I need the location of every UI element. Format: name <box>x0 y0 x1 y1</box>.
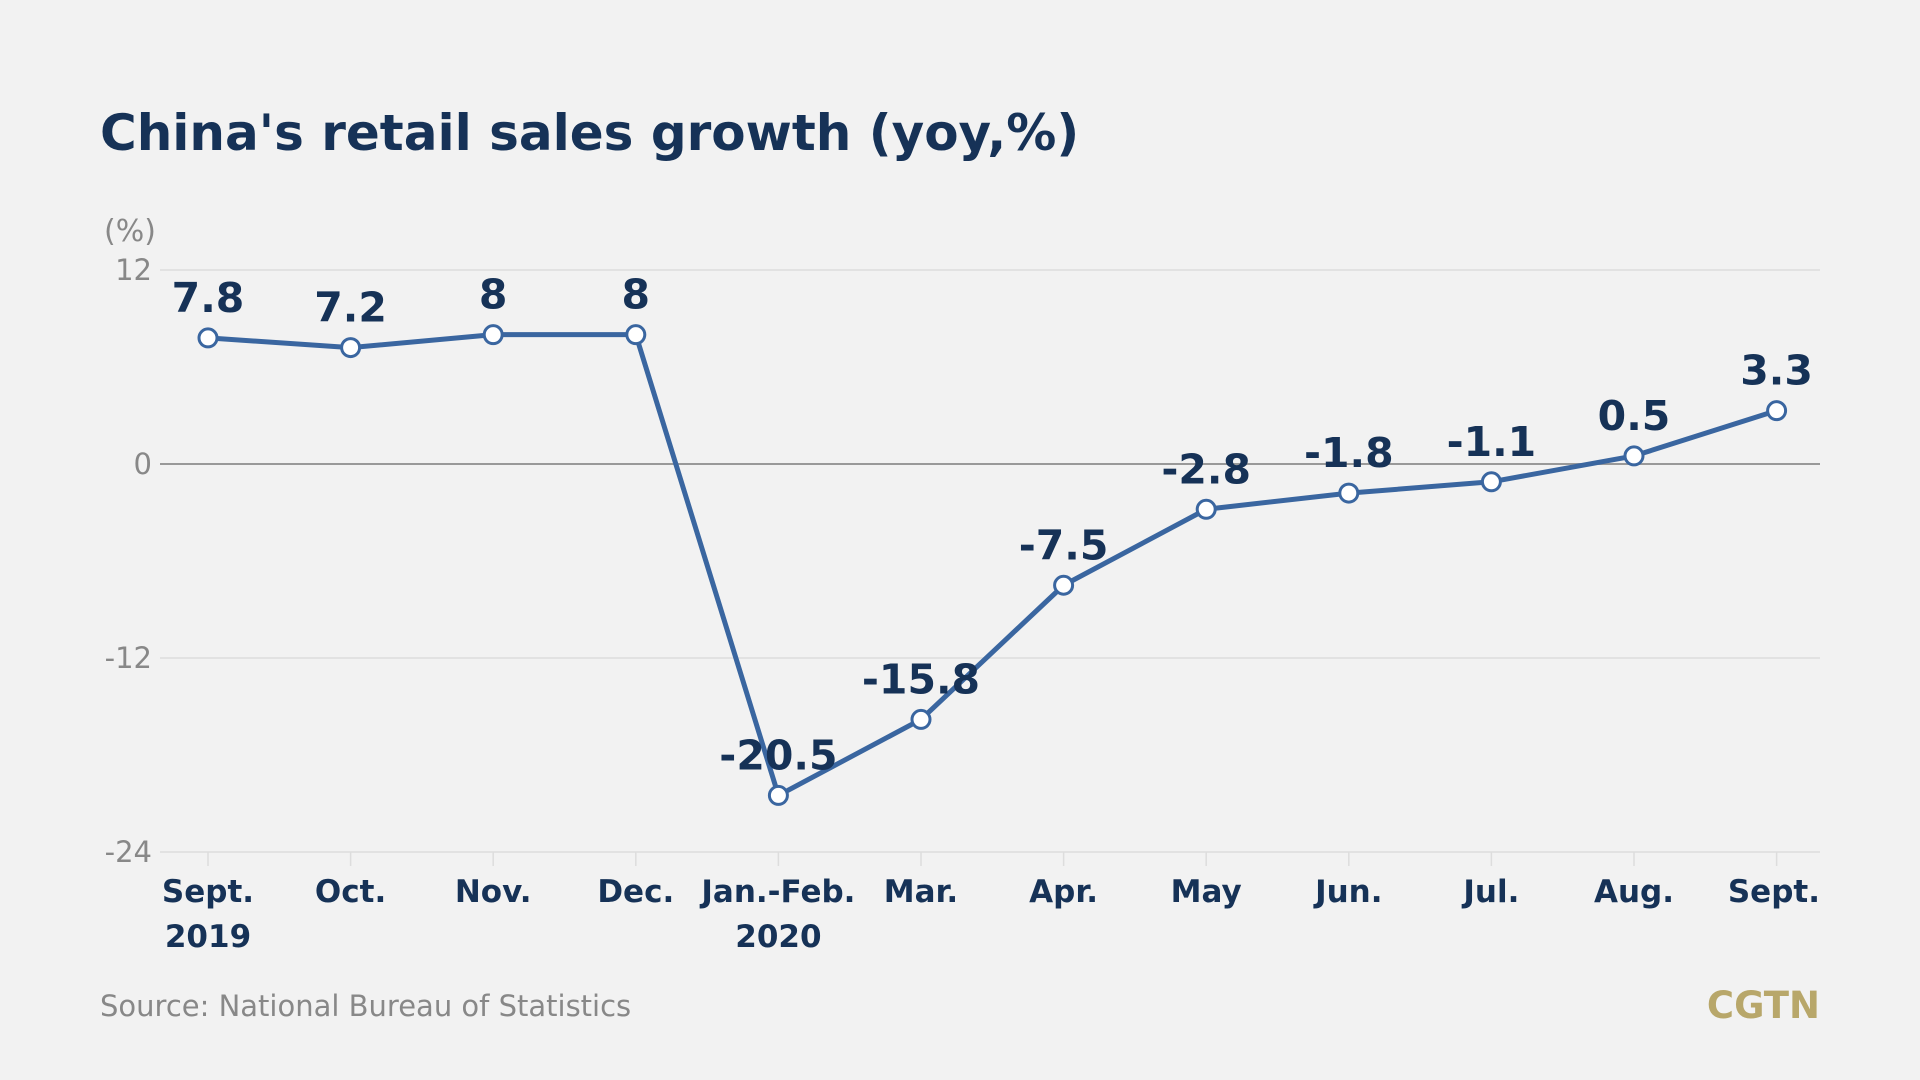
y-tick-label: -24 <box>105 835 152 869</box>
data-point <box>482 324 504 346</box>
x-tick-label: Jun. <box>1313 874 1382 910</box>
x-tick-label: Aug. <box>1594 874 1674 910</box>
source-note: Source: National Bureau of Statistics <box>100 989 631 1023</box>
data-label: -20.5 <box>719 731 837 779</box>
data-point <box>340 337 362 359</box>
x-tick-label: Oct. <box>315 874 386 910</box>
x-tick-label: Jul. <box>1461 874 1519 910</box>
data-point <box>1053 574 1075 596</box>
data-label: 7.2 <box>314 284 387 332</box>
data-label: 8 <box>479 271 508 319</box>
data-point <box>1338 482 1360 504</box>
data-point <box>1766 400 1788 422</box>
x-tick-label: Sept. <box>1728 874 1820 910</box>
y-axis-ticks: 12 0 -12 -24 <box>105 253 152 869</box>
x-tick-label: Apr. <box>1029 874 1098 910</box>
series-points <box>197 324 1788 806</box>
x-tick-label: Mar. <box>884 874 958 910</box>
data-label: -7.5 <box>1019 521 1109 569</box>
cgtn-logo: CGTN <box>1707 984 1820 1027</box>
x-tick-label: Jan.-Feb. <box>699 874 855 910</box>
x-tick-label: 2020 <box>735 919 821 955</box>
x-axis-ticks: Sept. 2019 Oct. Nov. Dec. Jan.-Feb. 2020 Mar. Ap… <box>162 852 1820 955</box>
data-point <box>1623 445 1645 467</box>
x-tick-label: May <box>1171 874 1242 910</box>
y-tick-label: 12 <box>115 253 152 287</box>
chart-title: China's retail sales growth (yoy,%) <box>100 104 1079 162</box>
y-axis-unit-label: (%) <box>104 214 156 249</box>
data-point <box>767 784 789 806</box>
x-tick-label: 2019 <box>165 919 251 955</box>
x-tick-label: Dec. <box>597 874 674 910</box>
x-tick-label: Sept. <box>162 874 254 910</box>
data-point <box>1480 471 1502 493</box>
data-labels: 7.8 7.2 8 8 -20.5 -15.8 -7.5 -2.8 -1.8 -1.1 0.5 3.3 <box>172 271 1813 780</box>
data-label: 3.3 <box>1740 347 1813 395</box>
x-tick-label: Nov. <box>455 874 532 910</box>
data-label: -2.8 <box>1161 445 1251 493</box>
y-tick-label: 0 <box>134 447 152 481</box>
data-label: 0.5 <box>1598 392 1671 440</box>
series-line-layer <box>205 332 1780 798</box>
series-line <box>205 332 1780 798</box>
data-label: 8 <box>622 271 651 319</box>
data-label: -1.8 <box>1304 429 1394 477</box>
data-point <box>197 327 219 349</box>
y-tick-label: -12 <box>105 641 152 675</box>
data-label: -15.8 <box>862 655 980 703</box>
data-point <box>625 324 647 346</box>
data-point <box>1195 498 1217 520</box>
gridlines <box>160 269 1820 853</box>
data-point <box>910 708 932 730</box>
data-label: -1.1 <box>1447 418 1537 466</box>
data-label: 7.8 <box>172 274 245 322</box>
